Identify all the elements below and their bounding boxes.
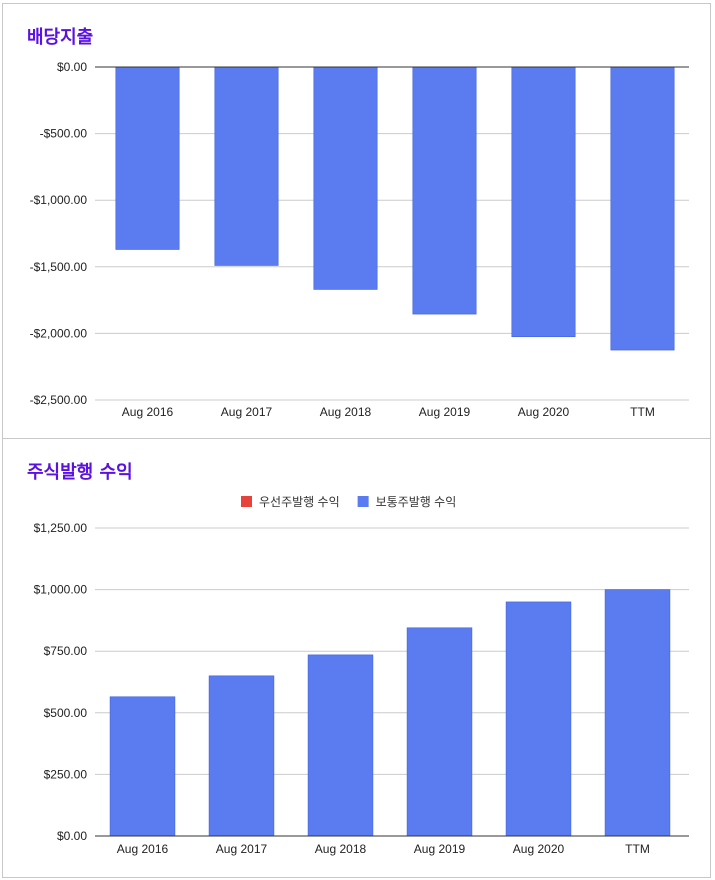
- legend-label: 보통주발행 수익: [376, 494, 457, 509]
- bar: [610, 66, 675, 351]
- bar: [214, 66, 279, 266]
- bar: [307, 654, 374, 837]
- chart-title: 주식발행 수익: [27, 462, 133, 483]
- bar: [313, 66, 378, 290]
- x-tick-label: Aug 2020: [513, 842, 565, 856]
- stock-issuance-chart-panel: 주식발행 수익 $0.00 $250.00 $500.00 $750.00 $1,000…: [2, 438, 711, 878]
- dividend-chart-panel: 배당지출 $0.00 -$500.00 -$1,000.00 -$1,500.00 -$…: [2, 3, 711, 439]
- y-tick-label: $1,000.00: [34, 583, 88, 597]
- bar: [115, 66, 180, 250]
- y-tick-label: $0.00: [57, 829, 87, 843]
- x-tick-label: Aug 2016: [117, 842, 169, 856]
- y-tick-label: $0.00: [57, 60, 87, 74]
- x-tick-label: Aug 2017: [221, 405, 273, 419]
- bar: [208, 675, 275, 837]
- chart-title: 배당지출: [27, 27, 94, 48]
- legend-swatch: [241, 496, 252, 507]
- x-tick-label: TTM: [630, 405, 655, 419]
- y-tick-label: -$2,000.00: [30, 326, 88, 340]
- bar: [412, 66, 477, 315]
- y-tick-label: $750.00: [44, 644, 88, 658]
- x-tick-label: Aug 2019: [419, 405, 471, 419]
- y-tick-label: $500.00: [44, 706, 88, 720]
- legend-label: 우선주발행 수익: [259, 494, 340, 509]
- legend-swatch: [357, 496, 369, 507]
- bar: [109, 696, 176, 837]
- x-tick-label: Aug 2017: [216, 842, 268, 856]
- x-tick-label: Aug 2018: [320, 405, 372, 419]
- stock-issuance-bar-chart: $0.00 $250.00 $500.00 $750.00 $1,000.00 $1,25…: [34, 494, 689, 856]
- bar: [505, 601, 572, 837]
- x-tick-label: Aug 2018: [315, 842, 367, 856]
- y-tick-label: -$1,500.00: [30, 260, 88, 274]
- x-tick-label: Aug 2019: [414, 842, 466, 856]
- y-tick-label: -$500.00: [40, 127, 88, 141]
- x-tick-label: Aug 2016: [122, 405, 174, 419]
- y-tick-label: $1,250.00: [34, 521, 88, 535]
- x-tick-label: Aug 2020: [518, 405, 570, 419]
- bar: [406, 627, 473, 837]
- x-tick-label: TTM: [625, 842, 650, 856]
- y-tick-label: -$2,500.00: [30, 393, 88, 407]
- bar: [511, 66, 576, 338]
- y-tick-label: $250.00: [44, 767, 88, 781]
- y-tick-label: -$1,000.00: [30, 193, 88, 207]
- bar: [604, 589, 671, 837]
- dividend-bar-chart: $0.00 -$500.00 -$1,000.00 -$1,500.00 -$2,000…: [30, 60, 689, 419]
